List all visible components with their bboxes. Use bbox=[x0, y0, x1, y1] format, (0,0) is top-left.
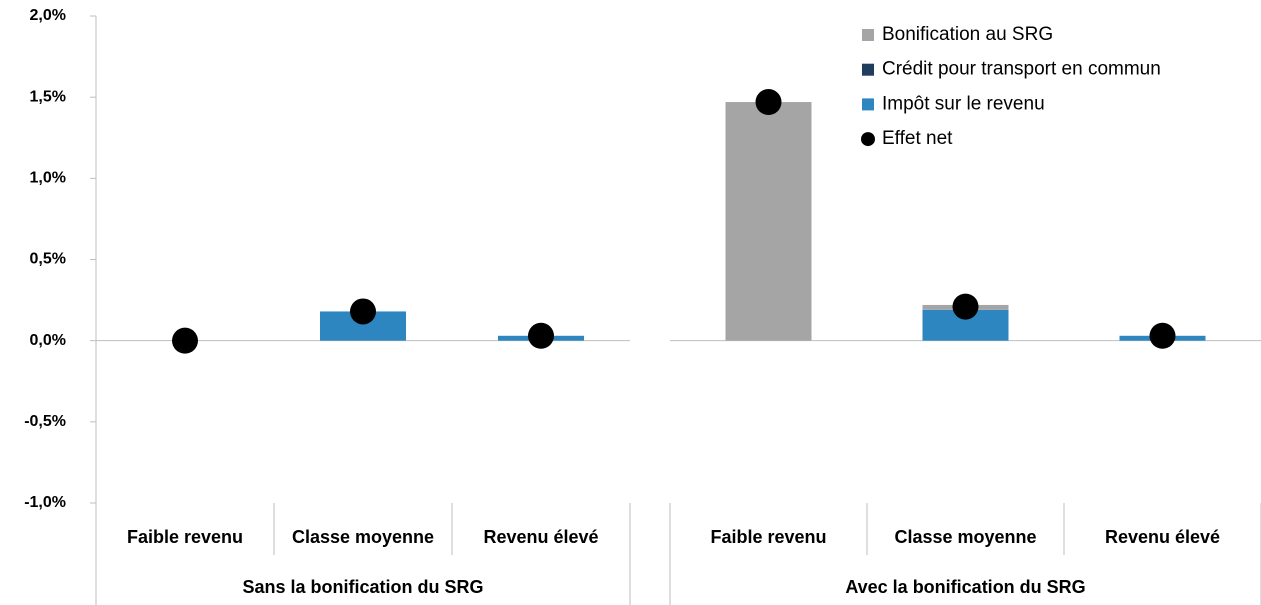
legend-symbol bbox=[862, 63, 874, 76]
net-effect-point bbox=[952, 293, 979, 320]
y-tick-label: 0,5% bbox=[30, 251, 66, 268]
x-tick-label: Faible revenu bbox=[710, 527, 826, 547]
group-label: Avec la bonification du SRG bbox=[845, 577, 1085, 597]
net-effect-point bbox=[755, 89, 782, 116]
bar bbox=[725, 102, 812, 341]
x-tick-label: Classe moyenne bbox=[894, 527, 1036, 547]
group-label: Sans la bonification du SRG bbox=[242, 577, 483, 597]
legend-label: Bonification au SRG bbox=[882, 24, 1053, 45]
net-effect-point bbox=[172, 327, 198, 354]
legend-label: Effet net bbox=[882, 128, 953, 149]
legend-symbol bbox=[862, 29, 874, 41]
y-tick-label: 2,0% bbox=[30, 7, 66, 24]
legend-symbol bbox=[861, 132, 875, 147]
net-effect-point bbox=[528, 322, 554, 349]
x-tick-label: Faible revenu bbox=[127, 527, 243, 547]
x-tick-label: Classe moyenne bbox=[292, 527, 434, 547]
y-tick-label: 1,0% bbox=[30, 170, 66, 187]
x-tick-label: Revenu élevé bbox=[1105, 527, 1220, 547]
y-tick-label: 1,5% bbox=[30, 88, 66, 105]
y-tick-label: -0,5% bbox=[24, 413, 66, 430]
legend-label: Impôt sur le revenu bbox=[882, 93, 1045, 114]
y-tick-label: 0,0% bbox=[30, 332, 66, 349]
legend-symbol bbox=[862, 98, 874, 111]
net-effect-point bbox=[1149, 322, 1176, 349]
net-effect-point bbox=[350, 298, 376, 325]
y-tick-label: -1,0% bbox=[24, 494, 66, 511]
legend-label: Crédit pour transport en commun bbox=[882, 59, 1161, 80]
x-tick-label: Revenu élevé bbox=[483, 527, 598, 547]
